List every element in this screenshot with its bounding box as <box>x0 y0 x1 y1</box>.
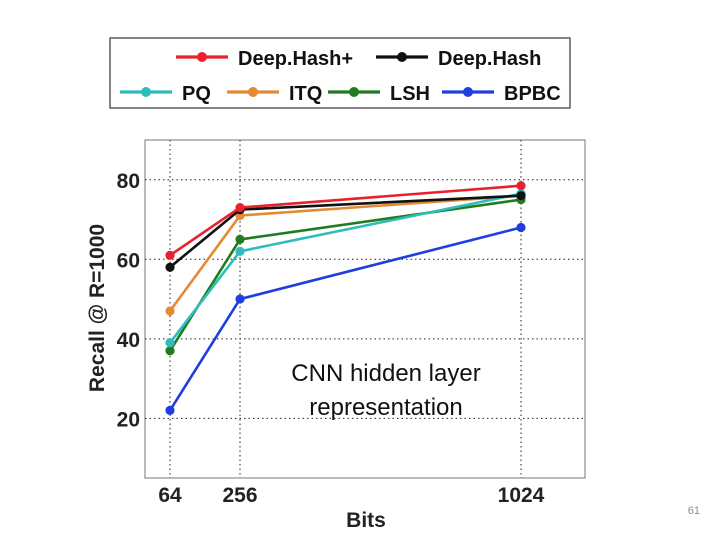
data-point-deep-hash <box>165 250 175 260</box>
legend-item-pq: PQ <box>120 83 211 105</box>
legend-swatch-marker <box>248 87 258 97</box>
data-point-deep-hash <box>516 191 526 201</box>
data-point-bpbc <box>516 222 526 233</box>
legend-label: ITQ <box>289 83 322 105</box>
legend-swatch-marker <box>349 87 359 97</box>
data-point-deep-hash <box>165 262 175 272</box>
data-point-pq <box>235 246 245 256</box>
legend-item-bpbc: BPBC <box>442 83 561 105</box>
data-point-lsh <box>165 346 175 356</box>
legend-swatch-marker <box>141 87 151 97</box>
legend-frame <box>109 37 571 109</box>
legend-item-deep-hash: Deep.Hash <box>376 48 541 70</box>
series-bpbc <box>165 222 526 415</box>
y-axis-label: Recall @ R=1000 <box>86 224 109 392</box>
series-deep-hash <box>165 181 526 260</box>
annotation-line-1: CNN hidden layer <box>291 360 480 387</box>
y-tick-label: 20 <box>117 408 140 431</box>
data-point-bpbc <box>235 294 245 304</box>
legend-label: PQ <box>182 83 211 105</box>
legend-swatch-marker <box>397 52 407 62</box>
legend-label: Deep.Hash+ <box>238 48 353 70</box>
slide-number: 61 <box>687 505 700 517</box>
legend-label: Deep.Hash <box>438 48 541 70</box>
x-tick-label: 1024 <box>498 484 545 507</box>
legend-item-deep-hash: Deep.Hash+ <box>176 48 353 70</box>
y-tick-label: 60 <box>117 249 140 272</box>
legend-swatch-marker <box>197 52 207 62</box>
x-tick-label: 256 <box>222 484 257 507</box>
data-point-deep-hash <box>235 203 245 213</box>
y-axis-ticks: 20 40 60 80 <box>117 170 140 432</box>
y-tick-label: 80 <box>117 170 140 193</box>
legend-item-lsh: LSH <box>328 83 430 105</box>
data-point-lsh <box>235 234 245 245</box>
legend-label: BPBC <box>504 83 561 105</box>
data-point-itq <box>165 306 175 316</box>
data-point-deep-hash <box>516 181 526 191</box>
grid-lines <box>145 140 585 478</box>
legend-swatch-marker <box>463 87 473 97</box>
data-point-bpbc <box>165 405 175 415</box>
y-tick-label: 40 <box>117 329 140 352</box>
x-axis-label: Bits <box>346 509 386 532</box>
plot-series <box>165 181 526 415</box>
legend-item-itq: ITQ <box>227 83 322 105</box>
chart-annotation: CNN hidden layer representation <box>291 360 480 421</box>
chart-legend: Deep.Hash+ Deep.Hash PQ ITQ LSH BPBC <box>109 37 571 109</box>
annotation-line-2: representation <box>309 394 462 421</box>
x-tick-label: 64 <box>158 484 182 507</box>
data-point-pq <box>165 338 175 348</box>
x-axis-ticks: 64 256 1024 <box>158 484 544 507</box>
legend-label: LSH <box>390 83 430 105</box>
